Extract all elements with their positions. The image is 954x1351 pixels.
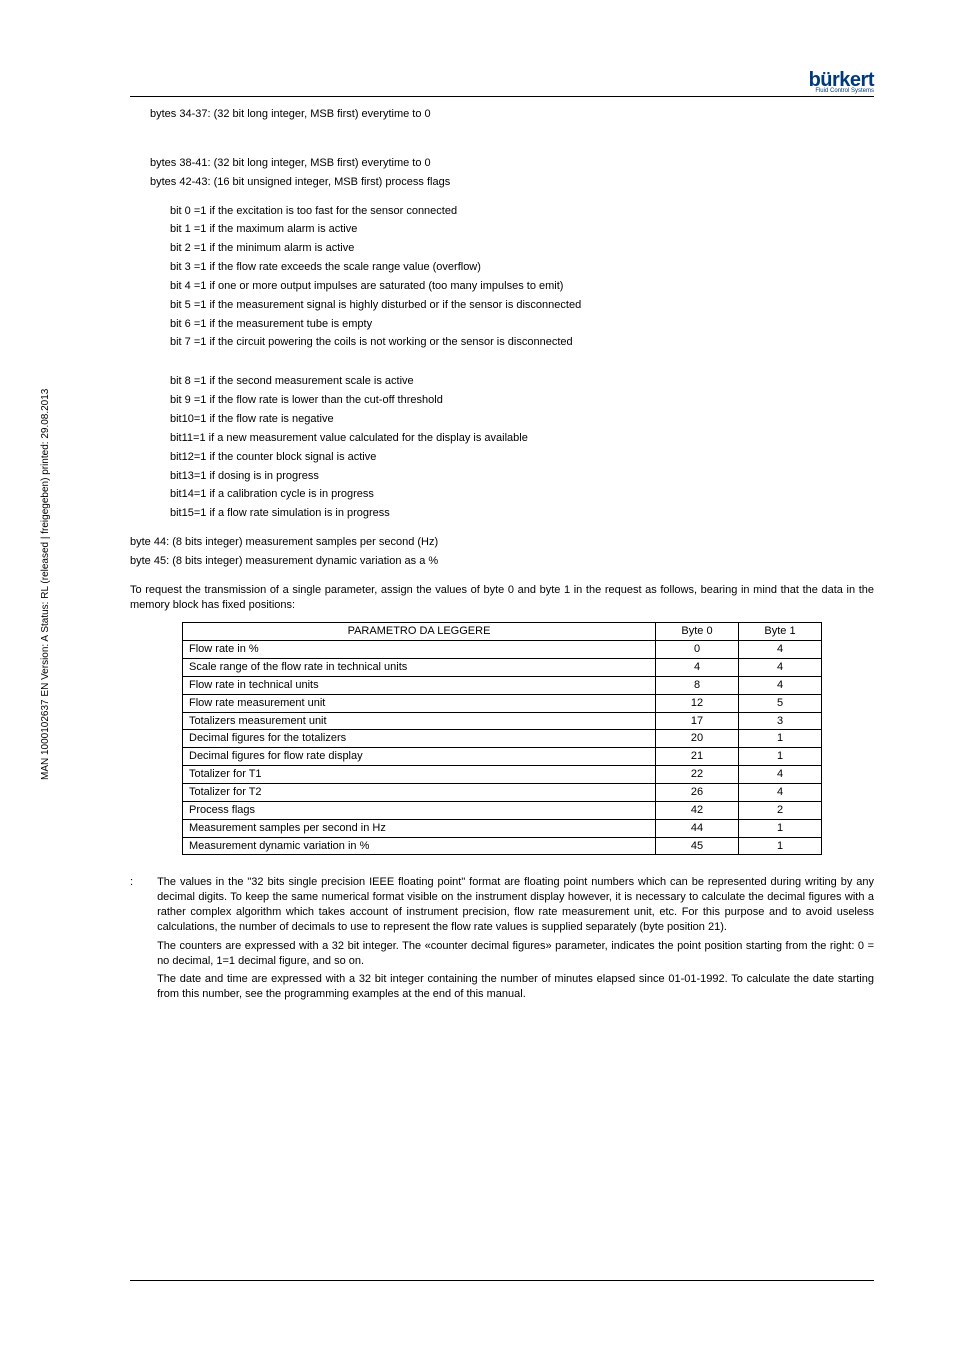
table-row: Totalizers measurement unit173	[183, 712, 822, 730]
bit-line: bit14=1 if a calibration cycle is in pro…	[170, 487, 874, 502]
brand-logo: bürkert Fluid Control Systems	[809, 70, 874, 94]
text-line: byte 44: (8 bits integer) measurement sa…	[130, 535, 874, 550]
bit-line: bit 1 =1 if the maximum alarm is active	[170, 222, 874, 237]
table-cell-byte1: 1	[739, 748, 822, 766]
table-row: Flow rate in technical units84	[183, 676, 822, 694]
table-header-row: PARAMETRO DA LEGGERE Byte 0 Byte 1	[183, 623, 822, 641]
bit-line: bit 4 =1 if one or more output impulses …	[170, 279, 874, 294]
bit-line: bit 9 =1 if the flow rate is lower than …	[170, 393, 874, 408]
table-cell-byte0: 26	[656, 784, 739, 802]
table-cell-byte1: 1	[739, 730, 822, 748]
table-cell-byte0: 0	[656, 641, 739, 659]
bit-line: bit10=1 if the flow rate is negative	[170, 412, 874, 427]
table-cell-label: Measurement samples per second in Hz	[183, 819, 656, 837]
table-cell-label: Flow rate measurement unit	[183, 694, 656, 712]
intro-paragraph: To request the transmission of a single …	[130, 583, 874, 613]
text-line: byte 45: (8 bits integer) measurement dy…	[130, 554, 874, 569]
table-row: Decimal figures for flow rate display211	[183, 748, 822, 766]
table-cell-byte1: 4	[739, 784, 822, 802]
body-content: bytes 34-37: (32 bit long integer, MSB f…	[130, 107, 874, 1006]
table-cell-byte0: 22	[656, 766, 739, 784]
footer-rule	[130, 1280, 874, 1281]
table-cell-label: Decimal figures for the totalizers	[183, 730, 656, 748]
table-cell-byte0: 4	[656, 659, 739, 677]
table-row: Decimal figures for the totalizers201	[183, 730, 822, 748]
note-paragraph: The values in the "32 bits single precis…	[157, 875, 874, 934]
table-cell-byte0: 8	[656, 676, 739, 694]
table-cell-byte1: 4	[739, 659, 822, 677]
table-cell-byte1: 1	[739, 837, 822, 855]
table-cell-byte0: 42	[656, 801, 739, 819]
bit-line: bit15=1 if a flow rate simulation is in …	[170, 506, 874, 521]
bit-line: bit13=1 if dosing is in progress	[170, 469, 874, 484]
brand-name: bürkert	[809, 70, 874, 90]
bit-line: bit 3 =1 if the flow rate exceeds the sc…	[170, 260, 874, 275]
bit-line: bit 2 =1 if the minimum alarm is active	[170, 241, 874, 256]
table-cell-byte0: 44	[656, 819, 739, 837]
table-cell-label: Flow rate in technical units	[183, 676, 656, 694]
bit-line: bit 0 =1 if the excitation is too fast f…	[170, 204, 874, 219]
table-cell-byte1: 2	[739, 801, 822, 819]
table-cell-label: Totalizers measurement unit	[183, 712, 656, 730]
parameter-table: PARAMETRO DA LEGGERE Byte 0 Byte 1 Flow …	[182, 622, 822, 855]
header-rule: bürkert Fluid Control Systems	[130, 70, 874, 97]
table-cell-byte1: 3	[739, 712, 822, 730]
table-cell-byte1: 4	[739, 766, 822, 784]
table-cell-byte0: 12	[656, 694, 739, 712]
note-paragraph: The date and time are expressed with a 3…	[157, 972, 874, 1002]
table-cell-byte1: 4	[739, 676, 822, 694]
brand-tagline: Fluid Control Systems	[809, 88, 874, 94]
table-header: Byte 1	[739, 623, 822, 641]
table-cell-byte0: 17	[656, 712, 739, 730]
table-cell-byte0: 20	[656, 730, 739, 748]
table-cell-label: Process flags	[183, 801, 656, 819]
bit-line: bit 6 =1 if the measurement tube is empt…	[170, 317, 874, 332]
bit-line: bit 8 =1 if the second measurement scale…	[170, 374, 874, 389]
bit-line: bit12=1 if the counter block signal is a…	[170, 450, 874, 465]
note-paragraph: The counters are expressed with a 32 bit…	[157, 939, 874, 969]
note-block: : The values in the "32 bits single prec…	[130, 875, 874, 1006]
bit-line: bit 7 =1 if the circuit powering the coi…	[170, 335, 874, 350]
bit-line: bit11=1 if a new measurement value calcu…	[170, 431, 874, 446]
table-cell-label: Flow rate in %	[183, 641, 656, 659]
table-cell-byte0: 21	[656, 748, 739, 766]
table-row: Measurement dynamic variation in %451	[183, 837, 822, 855]
table-row: Flow rate measurement unit125	[183, 694, 822, 712]
table-cell-label: Measurement dynamic variation in %	[183, 837, 656, 855]
table-row: Totalizer for T1224	[183, 766, 822, 784]
text-line: bytes 34-37: (32 bit long integer, MSB f…	[150, 107, 874, 122]
table-cell-label: Decimal figures for flow rate display	[183, 748, 656, 766]
table-header: Byte 0	[656, 623, 739, 641]
text-line: bytes 42-43: (16 bit unsigned integer, M…	[150, 175, 874, 190]
table-cell-byte1: 1	[739, 819, 822, 837]
table-cell-byte1: 4	[739, 641, 822, 659]
table-row: Measurement samples per second in Hz441	[183, 819, 822, 837]
note-marker: :	[130, 875, 133, 1006]
table-cell-label: Scale range of the flow rate in technica…	[183, 659, 656, 677]
text-line: bytes 38-41: (32 bit long integer, MSB f…	[150, 156, 874, 171]
table-row: Totalizer for T2264	[183, 784, 822, 802]
table-row: Scale range of the flow rate in technica…	[183, 659, 822, 677]
table-row: Process flags422	[183, 801, 822, 819]
bit-line: bit 5 =1 if the measurement signal is hi…	[170, 298, 874, 313]
table-cell-label: Totalizer for T1	[183, 766, 656, 784]
table-row: Flow rate in %04	[183, 641, 822, 659]
table-header: PARAMETRO DA LEGGERE	[183, 623, 656, 641]
table-cell-label: Totalizer for T2	[183, 784, 656, 802]
table-cell-byte0: 45	[656, 837, 739, 855]
side-meta-text: MAN 1000102637 EN Version: A Status: RL …	[40, 389, 51, 780]
table-cell-byte1: 5	[739, 694, 822, 712]
